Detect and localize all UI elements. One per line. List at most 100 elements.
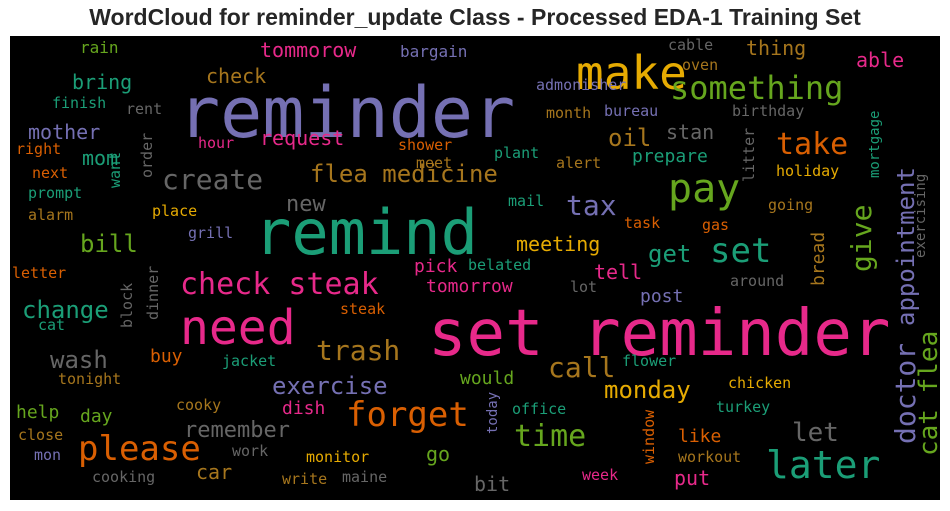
word-rain: rain [80,38,119,57]
word-day: day [80,406,113,427]
word-cat: cat [38,316,66,334]
word-remind: remind [254,196,478,269]
word-holiday: holiday [776,162,840,180]
word-dinner: dinner [144,265,162,320]
word-help: help [16,402,60,423]
word-finish: finish [52,94,107,112]
word-write: write [282,470,328,488]
word-cat-flea: cat flea [914,330,940,456]
word-need: need [180,300,296,356]
word-prompt: prompt [28,184,83,202]
word-make: make [576,46,687,100]
word-please: please [78,429,201,469]
word-cloud: reminder set reminder remind need make pay lat… [10,36,940,500]
word-remember: remember [184,418,290,443]
word-order: order [138,132,156,178]
word-mortgage: mortgage [867,110,883,178]
word-around: around [730,272,785,290]
word-belated: belated [468,256,532,274]
word-pay: pay [668,166,741,212]
word-lot: lot [570,278,598,296]
word-week: week [582,466,619,484]
word-rent: rent [126,100,163,118]
word-get: get [648,240,692,268]
word-post: post [640,286,684,307]
word-able: able [856,48,905,72]
word-pick: pick [414,256,458,277]
word-admonisher: admonisher [536,76,627,94]
word-right: right [16,140,62,158]
word-meeting: meeting [516,232,601,256]
word-grill: grill [188,224,234,242]
word-jacket: jacket [222,352,277,370]
word-mail: mail [508,192,545,210]
word-litter: litter [740,127,758,182]
word-mon: mon [34,446,62,464]
word-alert: alert [556,154,602,172]
word-trash: trash [316,334,401,367]
word-going: going [768,196,814,214]
word-check: check [206,64,267,88]
word-like: like [678,426,722,447]
word-change: change [22,296,109,324]
word-steak: steak [340,300,386,318]
word-buy: buy [150,346,183,367]
word-maine: maine [342,468,388,486]
word-check-steak: check steak [180,267,379,302]
word-tommorow: tommorow [260,38,357,62]
word-stan: stan [666,120,715,144]
word-call: call [548,351,616,384]
word-oil: oil [608,124,652,152]
word-new: new [286,192,326,217]
word-go: go [426,442,451,466]
word-later: later [766,443,881,487]
word-work: work [232,442,269,460]
word-cooking: cooking [92,468,156,486]
word-reminder: reminder [178,72,516,154]
word-bargain: bargain [400,42,468,61]
word-request: request [260,126,345,150]
word-bread: bread [808,231,829,286]
word-bureau: bureau [604,102,659,120]
word-letter: letter [12,264,67,282]
word-chicken: chicken [728,374,792,392]
word-give: give [845,204,878,272]
word-gas: gas [702,216,730,234]
word-want: want [106,151,124,188]
word-task: task [624,214,661,232]
word-window: window [640,409,658,464]
word-cooky: cooky [176,396,222,414]
word-block: block [118,282,136,328]
word-tonight: tonight [58,370,122,388]
word-flower: flower [622,352,677,370]
word-plant: plant [494,144,540,162]
word-mom: mom [82,146,119,170]
word-meet: meet [416,154,453,172]
word-prepare: prepare [632,146,708,167]
word-alarm: alarm [28,206,74,224]
word-thing: thing [746,36,807,60]
word-tomorrow: tomorrow [426,276,513,297]
word-workout: workout [678,448,742,466]
word-tell: tell [594,260,643,284]
word-put: put [674,466,711,490]
word-set: set [710,231,772,271]
word-next: next [32,164,69,182]
word-exercise: exercise [272,372,388,400]
word-let: let [792,418,839,448]
word-flea-medicine: flea medicine [310,160,498,188]
word-something: something [670,69,844,107]
word-would: would [460,368,515,389]
word-birthday: birthday [732,102,805,120]
word-cable: cable [668,36,714,54]
word-hour: hour [198,134,235,152]
word-dish: dish [282,398,326,419]
chart-title: WordCloud for reminder_update Class - Pr… [89,4,861,30]
word-create: create [162,163,264,196]
word-turkey: turkey [716,398,771,416]
word-office: office [512,400,567,418]
word-shower: shower [398,136,453,154]
word-place: place [152,202,198,220]
word-oven: oven [682,56,719,74]
word-bit: bit [474,472,511,496]
